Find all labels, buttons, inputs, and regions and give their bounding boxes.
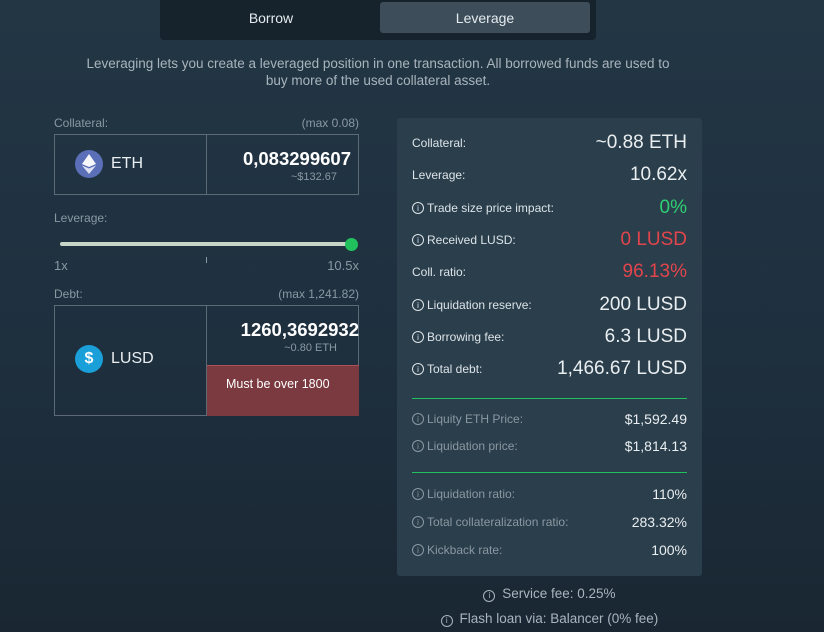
debt-max[interactable]: (max 1,241.82) — [278, 287, 359, 301]
debt-label: Debt: — [54, 287, 83, 301]
mode-tabs: Borrow Leverage — [160, 0, 596, 40]
total-debt-label[interactable]: i Total debt: — [412, 362, 482, 376]
collateral-amount-input[interactable]: 0,083299607 — [242, 148, 351, 169]
summary-row-received: i Received LUSD: 0 LUSD — [412, 229, 687, 251]
flash-loan-text: Flash loan via: Balancer (0% fee) — [459, 611, 659, 626]
liq-price-value: $1,814.13 — [624, 438, 687, 454]
info-icon[interactable]: i — [412, 516, 424, 528]
summary-row-price-impact: i Trade size price impact: 0% — [412, 197, 687, 219]
box-divider — [206, 306, 207, 415]
borrow-fee-text: Borrowing fee: — [427, 330, 505, 344]
total-debt-value: 1,466.67 LUSD — [557, 358, 687, 379]
info-icon[interactable]: i — [483, 589, 496, 602]
info-icon[interactable]: i — [412, 202, 424, 214]
summary-row-coll-ratio: Coll. ratio: 96.13% — [412, 261, 687, 283]
info-icon[interactable]: i — [412, 440, 424, 452]
collateral-input-box: ETH 0,083299607 ~$132.67 — [54, 134, 359, 195]
debt-asset-selector[interactable]: $ LUSD — [75, 345, 154, 373]
summary-row-collateral: Collateral: ~0.88 ETH — [412, 132, 687, 154]
received-text: Received LUSD: — [427, 233, 516, 247]
collateral-asset-label: ETH — [111, 155, 143, 172]
summary-row-total-debt: i Total debt: 1,466.67 LUSD — [412, 358, 687, 380]
debt-warning: Must be over 1800 — [207, 365, 359, 416]
summary-row-liq-reserve: i Liquidation reserve: 200 LUSD — [412, 294, 687, 316]
summary-row-liq-ratio: i Liquidation ratio: 110% — [412, 486, 687, 502]
info-icon[interactable]: i — [412, 363, 424, 375]
received-value: 0 LUSD — [620, 229, 687, 250]
info-icon[interactable]: i — [412, 544, 424, 556]
liq-ratio-value: 110% — [652, 486, 687, 502]
collateral-asset-selector[interactable]: ETH — [75, 150, 143, 178]
price-impact-value: 0% — [659, 197, 687, 218]
kickback-value: 100% — [651, 542, 687, 558]
liq-reserve-text: Liquidation reserve: — [427, 298, 532, 312]
kickback-label[interactable]: i Kickback rate: — [412, 543, 502, 557]
price-impact-label[interactable]: i Trade size price impact: — [412, 201, 554, 215]
info-icon[interactable]: i — [412, 331, 424, 343]
leverage-slider-thumb[interactable] — [345, 238, 358, 251]
collateral-usd-value: ~$132.67 — [290, 171, 337, 183]
summary-panel: Collateral: ~0.88 ETH Leverage: 10.62x i… — [397, 118, 702, 576]
total-debt-text: Total debt: — [427, 362, 483, 376]
collateral-max[interactable]: (max 0.08) — [301, 116, 359, 130]
eth-price-text: Liquity ETH Price: — [427, 412, 524, 426]
total-coll-ratio-text: Total collateralization ratio: — [427, 515, 569, 529]
liq-reserve-value: 200 LUSD — [599, 294, 687, 315]
summary-collateral-label: Collateral: — [412, 136, 467, 150]
slider-tick — [206, 257, 207, 263]
lusd-icon: $ — [75, 345, 103, 373]
info-icon[interactable]: i — [412, 299, 424, 311]
info-icon[interactable]: i — [412, 488, 424, 500]
tab-borrow[interactable]: Borrow — [248, 9, 294, 26]
collateral-label: Collateral: — [54, 116, 109, 130]
total-coll-ratio-label[interactable]: i Total collateralization ratio: — [412, 515, 568, 529]
eth-price-value: $1,592.49 — [624, 411, 687, 427]
service-fee: i Service fee: 0.25% — [397, 586, 702, 602]
summary-row-liq-price: i Liquidation price: $1,814.13 — [412, 438, 687, 454]
borrow-fee-value: 6.3 LUSD — [604, 326, 687, 347]
debt-amount-input[interactable]: 1260,3692932 — [240, 319, 359, 340]
info-icon[interactable]: i — [440, 614, 453, 627]
service-fee-text: Service fee: 0.25% — [502, 586, 616, 601]
debt-input-box: $ LUSD 1260,3692932 ~0.80 ETH Must be ov… — [54, 305, 359, 416]
summary-row-kickback: i Kickback rate: 100% — [412, 542, 687, 558]
summary-row-eth-price: i Liquity ETH Price: $1,592.49 — [412, 411, 687, 427]
debt-eth-value: ~0.80 ETH — [284, 342, 337, 354]
info-icon[interactable]: i — [412, 234, 424, 246]
liq-ratio-text: Liquidation ratio: — [427, 487, 516, 501]
summary-row-leverage: Leverage: 10.62x — [412, 164, 687, 186]
leverage-label: Leverage: — [54, 211, 108, 225]
intro-text: Leveraging lets you create a leveraged p… — [86, 56, 670, 88]
liq-ratio-label[interactable]: i Liquidation ratio: — [412, 487, 515, 501]
eth-icon — [75, 150, 103, 178]
eth-price-label[interactable]: i Liquity ETH Price: — [412, 412, 523, 426]
summary-leverage-value: 10.62x — [629, 164, 687, 185]
info-icon[interactable]: i — [412, 413, 424, 425]
flash-loan: i Flash loan via: Balancer (0% fee) — [397, 611, 702, 627]
box-divider — [206, 135, 207, 194]
summary-collateral-value: ~0.88 ETH — [595, 132, 687, 153]
kickback-text: Kickback rate: — [427, 543, 503, 557]
divider-line — [412, 472, 687, 473]
coll-ratio-label: Coll. ratio: — [412, 265, 467, 279]
tab-leverage[interactable]: Leverage — [380, 2, 590, 33]
summary-row-borrow-fee: i Borrowing fee: 6.3 LUSD — [412, 326, 687, 348]
leverage-max-label: 10.5x — [327, 258, 359, 273]
leverage-min-label: 1x — [54, 258, 68, 273]
debt-asset-label: LUSD — [111, 350, 154, 367]
received-label[interactable]: i Received LUSD: — [412, 233, 516, 247]
divider-line — [412, 398, 687, 399]
summary-leverage-label: Leverage: — [412, 168, 466, 182]
leverage-slider-track[interactable] — [60, 242, 352, 246]
summary-row-total-coll-ratio: i Total collateralization ratio: 283.32% — [412, 514, 687, 530]
liq-price-text: Liquidation price: — [427, 439, 518, 453]
total-coll-ratio-value: 283.32% — [631, 514, 687, 530]
price-impact-text: Trade size price impact: — [427, 201, 554, 215]
liq-price-label[interactable]: i Liquidation price: — [412, 439, 518, 453]
liq-reserve-label[interactable]: i Liquidation reserve: — [412, 298, 532, 312]
borrow-fee-label[interactable]: i Borrowing fee: — [412, 330, 504, 344]
coll-ratio-value: 96.13% — [622, 261, 687, 282]
